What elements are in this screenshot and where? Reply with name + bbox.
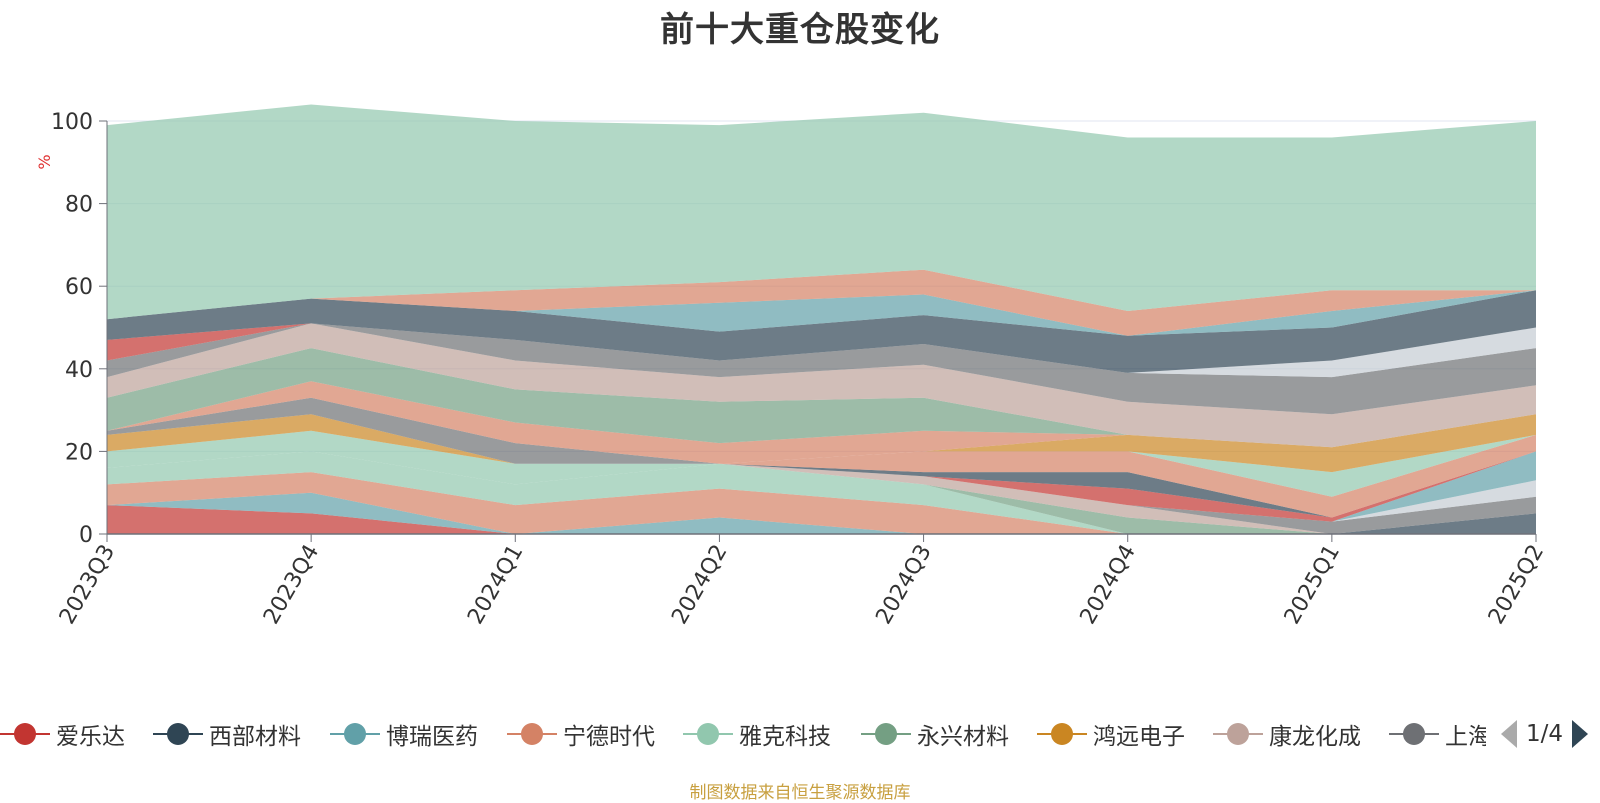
y-tick-label-100: 100 [51,110,93,135]
legend-item-1[interactable]: 西部材料 [153,716,301,752]
area-series-16 [107,397,1536,464]
legend-label: 康龙化成 [1269,724,1361,750]
legend: 爱乐达 西部材料 博瑞医药 宁德时代 雅克科技 永兴材料 鸿远电子 康龙化成 上海 [0,716,1600,756]
legend-marker-icon [507,723,557,745]
legend-items: 爱乐达 西部材料 博瑞医药 宁德时代 雅克科技 永兴材料 鸿远电子 康龙化成 上海 [0,716,1486,756]
area-series-7 [107,451,1536,534]
y-tick-label-80: 80 [65,193,93,218]
legend-marker-icon [1389,723,1439,745]
legend-label: 宁德时代 [563,724,655,750]
y-tick-label-40: 40 [65,358,93,383]
x-tick-label-4: 2024Q3 [871,541,936,629]
legend-item-6[interactable]: 鸿远电子 [1037,716,1185,752]
legend-next-icon[interactable] [1569,718,1591,750]
y-tick-label-0: 0 [79,523,93,548]
x-tick-label-2: 2024Q1 [463,541,528,629]
area-series-25 [107,269,1536,336]
area-series-4 [107,451,1536,534]
legend-item-8[interactable]: 上海 [1389,716,1486,752]
area-layer [107,104,1536,534]
legend-item-7[interactable]: 康龙化成 [1213,716,1361,752]
area-series-1 [107,505,1536,534]
x-tick-label-5: 2024Q4 [1076,541,1141,629]
y-axis-label: % [35,154,54,169]
area-series-15 [107,414,1536,473]
legend-marker-icon [330,723,380,745]
legend-marker-icon [861,723,911,745]
y-tick-label-60: 60 [65,275,93,300]
legend-label: 博瑞医药 [386,724,478,750]
area-series-11 [107,451,1536,522]
area-series-20 [107,323,1536,415]
legend-item-4[interactable]: 雅克科技 [683,716,831,752]
legend-item-2[interactable]: 博瑞医药 [330,716,478,752]
legend-marker-icon [1213,723,1263,745]
x-tick-label-7: 2025Q2 [1484,541,1549,629]
area-series-14 [107,430,1536,497]
y-tick-label-20: 20 [65,440,93,465]
legend-label: 雅克科技 [739,724,831,750]
area-series-23 [107,290,1536,373]
legend-label: 上海 [1445,724,1486,750]
legend-label: 西部材料 [209,724,301,750]
area-series-2 [107,492,1536,534]
x-tick-label-6: 2025Q1 [1280,541,1345,629]
legend-prev-icon[interactable] [1498,718,1520,750]
area-series-8 [107,451,1536,534]
legend-marker-icon [153,723,203,745]
legend-item-5[interactable]: 永兴材料 [861,716,1009,752]
legend-item-0[interactable]: 爱乐达 [0,716,125,752]
area-series-26 [107,104,1536,320]
legend-pager: 1/4 [1498,716,1591,752]
x-tick-label-0: 2023Q3 [55,541,120,629]
source-note: 制图数据来自恒生聚源数据库 [689,783,911,803]
area-series-19 [107,323,1536,448]
legend-marker-icon [683,723,733,745]
legend-marker-icon [0,723,50,745]
area-series-3 [107,472,1536,534]
x-tick-label-1: 2023Q4 [259,541,324,629]
legend-item-3[interactable]: 宁德时代 [507,716,655,752]
legend-label: 永兴材料 [917,724,1009,750]
legend-page-indicator: 1/4 [1526,721,1564,747]
area-series-18 [107,348,1536,448]
area-series-0 [107,505,1536,534]
legend-label: 鸿远电子 [1093,724,1185,750]
stacked-area-chart: 0 20 40 60 80 100% 2023Q3 2023Q4 2024Q1 2024Q2 202… [35,104,1549,629]
area-series-24 [107,290,1536,336]
x-tick-label-3: 2024Q2 [667,541,732,629]
chart-title: 前十大重仓股变化 [660,10,940,50]
legend-label: 爱乐达 [56,724,125,750]
area-series-17 [107,381,1536,464]
legend-marker-icon [1037,723,1087,745]
